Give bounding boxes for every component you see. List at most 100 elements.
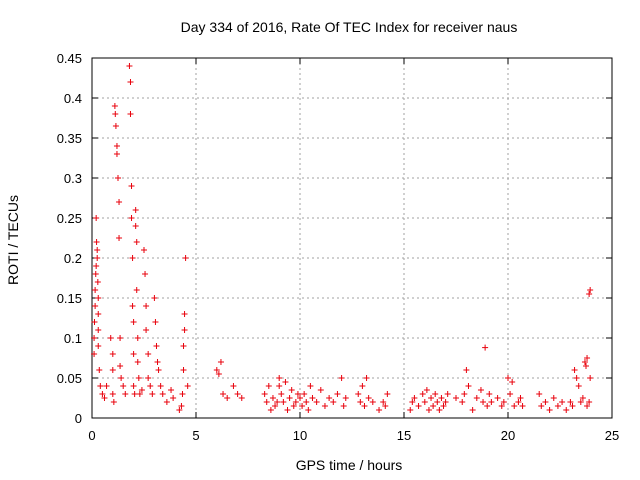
data-point (477, 387, 484, 393)
data-point (116, 199, 123, 205)
data-point (276, 383, 283, 389)
data-point (184, 383, 191, 389)
y-tick-label: 0.25 (57, 211, 82, 226)
data-point (355, 391, 362, 397)
data-point (421, 399, 428, 405)
data-point (321, 403, 328, 409)
data-point (94, 255, 101, 261)
data-point (113, 143, 120, 149)
data-point (584, 403, 591, 409)
data-point (143, 327, 150, 333)
data-point (136, 391, 143, 397)
data-point (469, 407, 476, 413)
data-point (569, 403, 576, 409)
data-point (101, 395, 108, 401)
data-point (134, 359, 141, 365)
data-point (154, 359, 161, 365)
data-point (577, 399, 584, 405)
data-point (480, 399, 487, 405)
data-point (111, 103, 118, 109)
data-point (112, 123, 119, 129)
data-point (117, 363, 124, 369)
data-point (112, 111, 119, 117)
data-point (138, 387, 145, 393)
data-point (305, 407, 312, 413)
data-point (143, 303, 150, 309)
data-point (153, 343, 160, 349)
data-point (465, 383, 472, 389)
data-point (567, 399, 574, 405)
data-point (575, 383, 582, 389)
data-point (151, 295, 158, 301)
data-point (309, 395, 316, 401)
data-point (294, 391, 301, 397)
data-point (122, 391, 129, 397)
data-point (363, 375, 370, 381)
data-point (265, 383, 272, 389)
data-point (438, 395, 445, 401)
x-tick-label: 25 (605, 428, 619, 443)
data-point (130, 351, 137, 357)
data-points (91, 63, 594, 413)
data-point (269, 395, 276, 401)
data-point (280, 399, 287, 405)
data-point (93, 239, 100, 245)
data-point (91, 351, 98, 357)
data-point (430, 403, 437, 409)
y-tick-label: 0.05 (57, 371, 82, 386)
data-point (330, 399, 337, 405)
data-point (361, 403, 368, 409)
data-point (286, 395, 293, 401)
data-point (182, 255, 189, 261)
data-point (473, 395, 480, 401)
data-point (583, 363, 589, 369)
data-point (127, 111, 134, 117)
data-point (92, 271, 99, 277)
data-point (376, 407, 383, 413)
data-point (511, 403, 518, 409)
data-point (587, 287, 594, 293)
data-point (128, 215, 135, 221)
data-point (99, 391, 106, 397)
data-point (440, 403, 447, 409)
data-point (494, 395, 501, 401)
data-point (117, 335, 124, 341)
x-tick-label: 20 (501, 428, 515, 443)
data-point (130, 319, 137, 325)
data-point (145, 375, 152, 381)
data-point (290, 403, 297, 409)
data-point (554, 403, 561, 409)
data-point (93, 215, 100, 221)
data-point (550, 395, 557, 401)
data-point (415, 403, 422, 409)
data-point (517, 395, 524, 401)
data-point (276, 375, 283, 381)
data-point (292, 399, 299, 405)
data-point (113, 151, 120, 157)
data-point (95, 343, 102, 349)
data-point (278, 391, 285, 397)
data-point (542, 399, 549, 405)
y-tick-label: 0 (75, 411, 82, 426)
data-point (500, 399, 507, 405)
y-tick-label: 0.4 (64, 91, 82, 106)
data-point (425, 407, 432, 413)
data-point (573, 375, 580, 381)
data-point (213, 367, 220, 373)
data-point (94, 279, 101, 285)
data-point (313, 399, 320, 405)
axis-ticks: 0 5 10 15 20 25 0 0.05 0.1 0.15 0.2 0.25 0.3 0.35 0.4 0… (57, 51, 620, 443)
data-point (130, 383, 137, 389)
data-point (463, 367, 470, 373)
data-point (369, 399, 376, 405)
data-point (215, 371, 222, 377)
data-point (95, 311, 102, 317)
data-point (115, 175, 121, 181)
y-tick-label: 0.2 (64, 251, 82, 266)
data-point (297, 395, 303, 401)
data-point (340, 403, 347, 409)
data-point (91, 319, 98, 325)
data-point (365, 395, 372, 401)
data-point (92, 303, 99, 309)
